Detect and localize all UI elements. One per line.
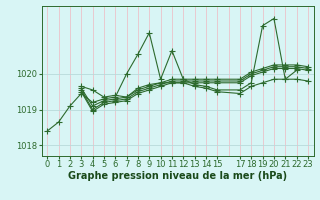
X-axis label: Graphe pression niveau de la mer (hPa): Graphe pression niveau de la mer (hPa) <box>68 171 287 181</box>
